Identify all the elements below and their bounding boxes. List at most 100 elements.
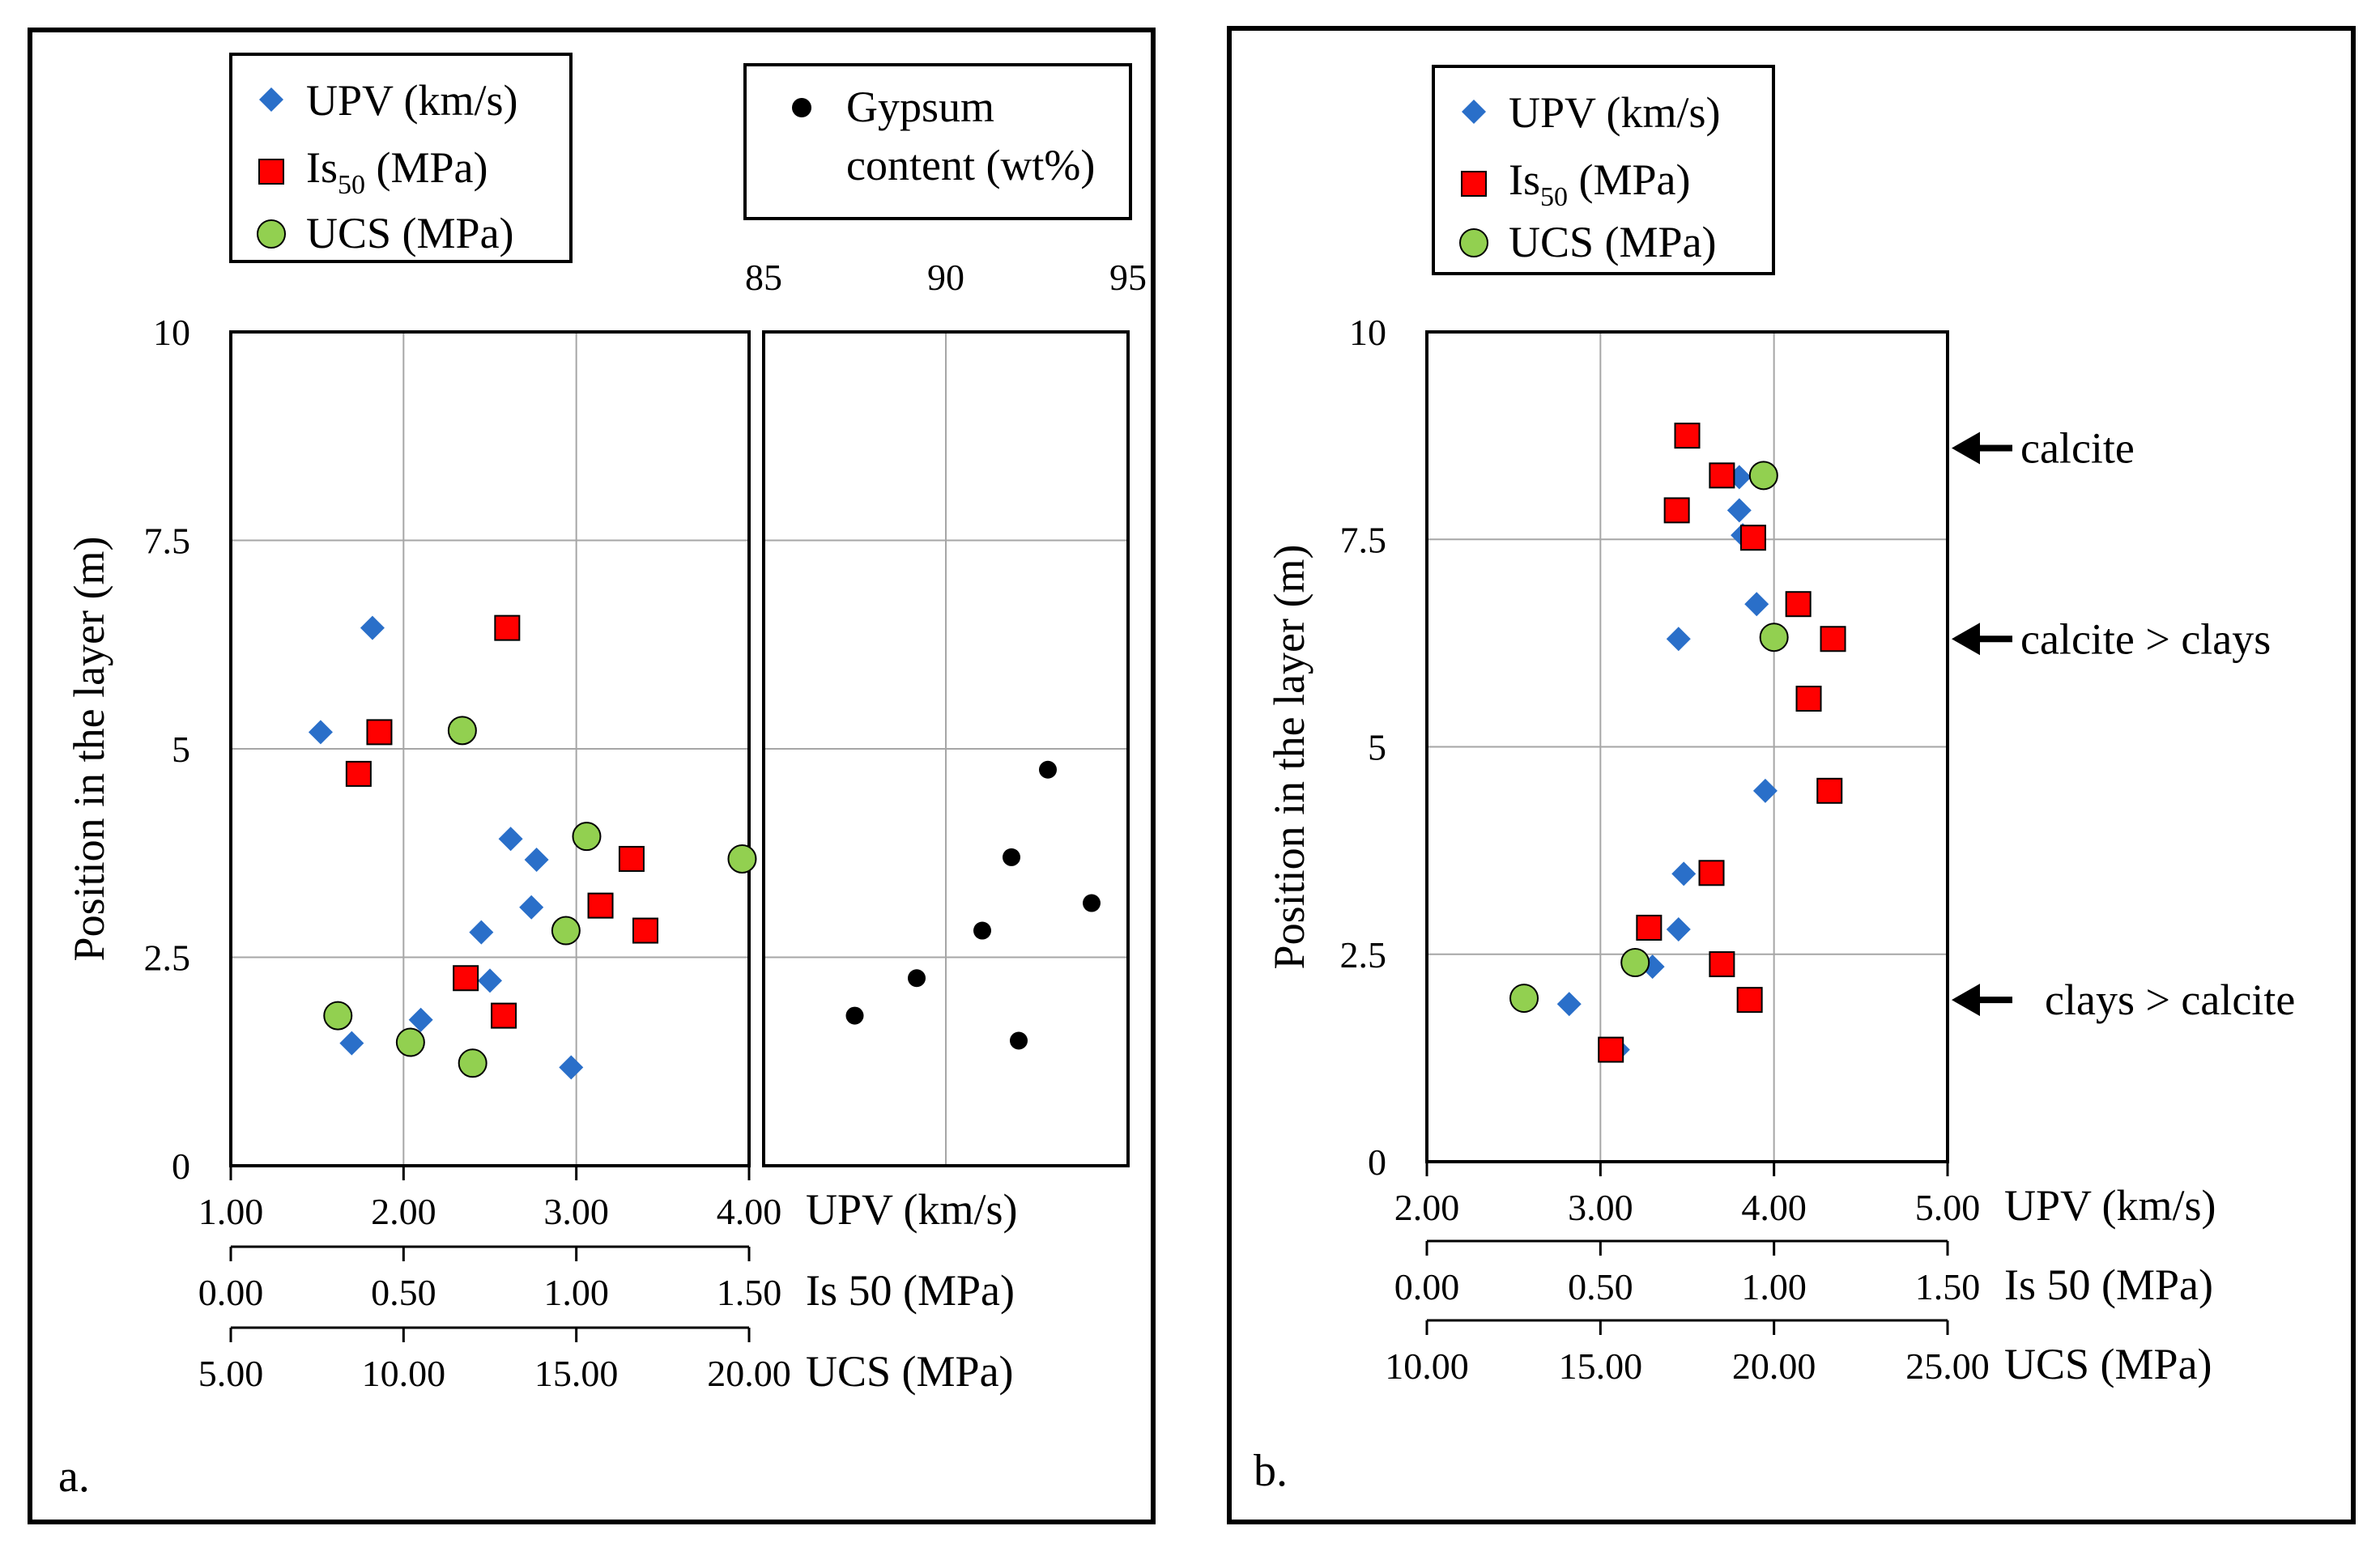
upv-point (524, 847, 549, 872)
ucs-point (1509, 984, 1539, 1014)
ucs-tick-label: 25.00 (1905, 1345, 1990, 1387)
upv-point (339, 1031, 364, 1056)
y-tick-label: 5 (172, 729, 190, 770)
y-tick-label: 2.5 (1340, 934, 1387, 976)
ucs-tick-label: 5.00 (198, 1353, 264, 1394)
annotation-label: calcite (2020, 424, 2135, 473)
y-tick-label: 7.5 (144, 521, 191, 562)
gypsum-point (1003, 848, 1020, 866)
upv-point (1556, 992, 1582, 1017)
is50-point (1598, 1036, 1624, 1063)
panel-b: UPV (km/s) Is50 (MPa) UCS (MPa) 0 2.5 5 7.5… (1227, 26, 2356, 1524)
y-tick-label: 0 (1368, 1141, 1386, 1183)
upv-point (360, 615, 385, 640)
upv-axis-title: UPV (km/s) (2004, 1181, 2216, 1230)
upv-axis-title: UPV (km/s) (806, 1185, 1018, 1234)
is50-point (366, 719, 393, 746)
is50-point (1820, 626, 1846, 652)
gypsum-point (973, 921, 991, 940)
legend-ucs-marker (257, 219, 286, 249)
annotation-label: calcite > clays (2020, 614, 2271, 663)
gypsum-points (845, 760, 1101, 1050)
panel-a-label: a. (58, 1452, 90, 1502)
ucs-point (551, 916, 581, 946)
arrow-head (1952, 984, 1980, 1017)
panel-b-annotations: calcite calcite > clays clays > calcite (1952, 424, 2295, 1024)
gypsum-point (1010, 1031, 1028, 1050)
legend-gypsum-line1: Gypsum (846, 83, 994, 131)
legend-ucs-label: UCS (MPa) (306, 209, 514, 257)
legend-upv-label: UPV (km/s) (1509, 88, 1721, 137)
is50-tick-label: 1.00 (543, 1272, 609, 1313)
panel-a-x-axes: 1.00 2.00 3.00 4.00 UPV (km/s) 0.00 0.50 1.00 1.… (198, 1166, 1018, 1396)
gypsum-tick-labels: 85 90 95 (745, 257, 1147, 298)
annotation-label: clays > calcite (2045, 976, 2295, 1024)
upv-point (559, 1055, 584, 1080)
panel-a-main-plot (229, 330, 757, 1167)
panel-b-x-axes: 2.00 3.00 4.00 5.00 UPV (km/s) 0.00 0.50 1.00 1.… (1385, 1162, 2216, 1388)
arrow-head (1952, 623, 1980, 656)
panel-a-legend: UPV (km/s) Is50 (MPa) UCS (MPa) (229, 53, 573, 263)
is50-tick-label: 0.50 (371, 1272, 436, 1313)
is50-point (632, 917, 658, 944)
is50-point (1709, 462, 1735, 489)
is50-tick-label: 0.50 (1568, 1266, 1633, 1307)
upv-tick-label: 3.00 (1568, 1187, 1633, 1228)
legend-gypsum-marker (792, 98, 811, 117)
is50-point (587, 892, 614, 919)
upv-tick-label: 4.00 (1741, 1187, 1807, 1228)
ucs-point (323, 1001, 353, 1031)
is50-point (1795, 686, 1822, 712)
is50-point (1785, 591, 1812, 618)
ucs-point (727, 844, 757, 874)
ucs-axis-title: UCS (MPa) (806, 1347, 1014, 1396)
panel-b-main-plot (1425, 330, 1949, 1163)
is50-axis-title: Is 50 (MPa) (2004, 1260, 2213, 1309)
panel-a-gridlines (231, 332, 749, 1166)
panel-b-frame (1227, 26, 2356, 1524)
is50-tick-label: 1.50 (717, 1272, 782, 1313)
ucs-point (572, 822, 602, 852)
upv-point (1666, 917, 1691, 942)
upv-point (1666, 627, 1691, 652)
is50-tick-label: 1.50 (1915, 1266, 1981, 1307)
y-tick-label: 10 (1349, 312, 1386, 353)
upv-tick-label: 2.00 (371, 1191, 436, 1232)
ucs-tick-label: 15.00 (1559, 1345, 1643, 1387)
panel-b-y-tick-labels: 0 2.5 5 7.5 10 (1340, 312, 1387, 1183)
is50-point (1636, 914, 1663, 941)
is50-point (1674, 423, 1701, 449)
legend-upv-label: UPV (km/s) (306, 76, 518, 125)
ucs-tick-label: 10.00 (362, 1353, 446, 1394)
ucs-point (458, 1048, 487, 1078)
gypsum-point (1039, 760, 1057, 779)
y-tick-label: 2.5 (144, 937, 191, 979)
legend-is50-label: Is50 (MPa) (306, 143, 487, 200)
gypsum-point (1083, 894, 1101, 912)
upv-point (1726, 498, 1752, 523)
y-tick-label: 10 (153, 312, 190, 353)
is50-point (494, 614, 521, 641)
legend-ucs-label: UCS (MPa) (1509, 218, 1717, 266)
upv-point (469, 920, 494, 945)
y-tick-label: 0 (172, 1146, 190, 1187)
is50-tick-label: 1.00 (1741, 1266, 1807, 1307)
gypsum-tick-label: 95 (1109, 257, 1147, 298)
legend-is50-label: Is50 (MPa) (1509, 155, 1690, 212)
ucs-point (1748, 461, 1778, 491)
is50-tick-label: 0.00 (198, 1272, 264, 1313)
legend-upv-marker (259, 87, 283, 112)
gypsum-point (908, 969, 926, 988)
upv-point (1744, 592, 1769, 617)
legend-upv-marker (1462, 100, 1486, 124)
panel-b-points (1509, 423, 1846, 1063)
panel-a-frame (28, 28, 1156, 1524)
is50-point (1698, 860, 1725, 886)
ucs-axis-title: UCS (MPa) (2004, 1340, 2212, 1388)
is50-axis-title: Is 50 (MPa) (806, 1266, 1015, 1315)
ucs-point (1759, 623, 1789, 652)
ucs-tick-label: 20.00 (1732, 1345, 1816, 1387)
is50-point (1739, 525, 1766, 551)
is50-point (1816, 777, 1843, 804)
legend-is50-marker (258, 159, 284, 185)
